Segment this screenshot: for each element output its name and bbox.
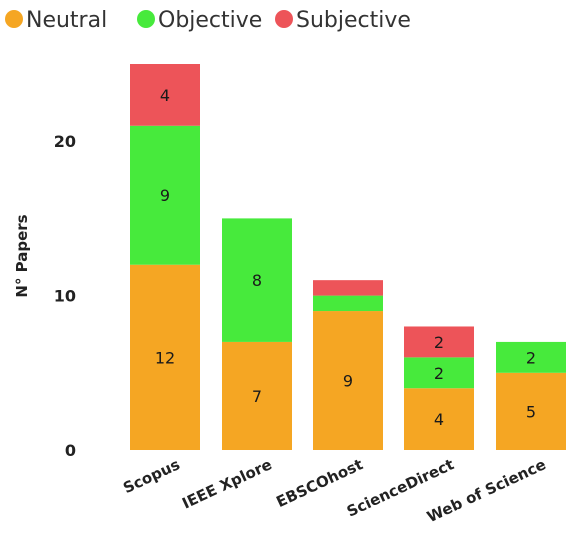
data-label-subjective-sciencedirect: 2 [434,333,444,352]
data-label-subjective-scopus: 4 [160,86,170,105]
y-tick-label: 20 [54,132,76,151]
bar-subjective-ebscohost [313,280,383,296]
bar-neutral-sciencedirect [404,388,474,450]
data-label-objective-web-of-science: 2 [526,348,536,367]
data-label-neutral-scopus: 12 [155,348,175,367]
y-axis: 0 10 20 N° Papers [13,132,76,460]
legend-label-objective: Objective [158,8,262,33]
data-label-objective-scopus: 9 [160,186,170,205]
data-label-neutral-ebscohost: 9 [343,372,353,391]
bar-subjective-scopus [130,64,200,126]
data-label-neutral-ieee-xplore: 7 [252,387,262,406]
legend: Neutral Objective Subjective [5,8,411,33]
bar-objective-ebscohost [313,295,383,312]
bar-neutral-web-of-science [496,372,566,450]
bar-objective-scopus [130,125,200,265]
y-tick-label: 0 [65,441,76,460]
x-tick-label-ieee-xplore: IEEE Xplore [179,455,274,512]
legend-marker-objective [137,10,155,28]
y-tick-label: 10 [54,287,76,306]
bar-objective-ieee-xplore [222,218,292,342]
bars: 12 9 4 7 8 9 4 2 2 5 2 [130,64,566,450]
data-label-objective-sciencedirect: 2 [434,364,444,383]
bar-neutral-ebscohost [313,311,383,450]
data-label-neutral-web-of-science: 5 [526,402,536,421]
x-tick-label-scopus: Scopus [120,455,182,497]
legend-marker-neutral [5,10,23,28]
bar-neutral-scopus [130,264,200,450]
bar-neutral-ieee-xplore [222,341,292,450]
data-label-objective-ieee-xplore: 8 [252,271,262,290]
data-label-neutral-sciencedirect: 4 [434,410,444,429]
bar-subjective-sciencedirect [404,326,474,358]
legend-label-subjective: Subjective [296,8,411,33]
legend-label-neutral: Neutral [26,8,107,33]
y-axis-title: N° Papers [13,214,31,297]
legend-marker-subjective [275,10,293,28]
bar-objective-sciencedirect [404,357,474,389]
bar-objective-web-of-science [496,341,566,373]
